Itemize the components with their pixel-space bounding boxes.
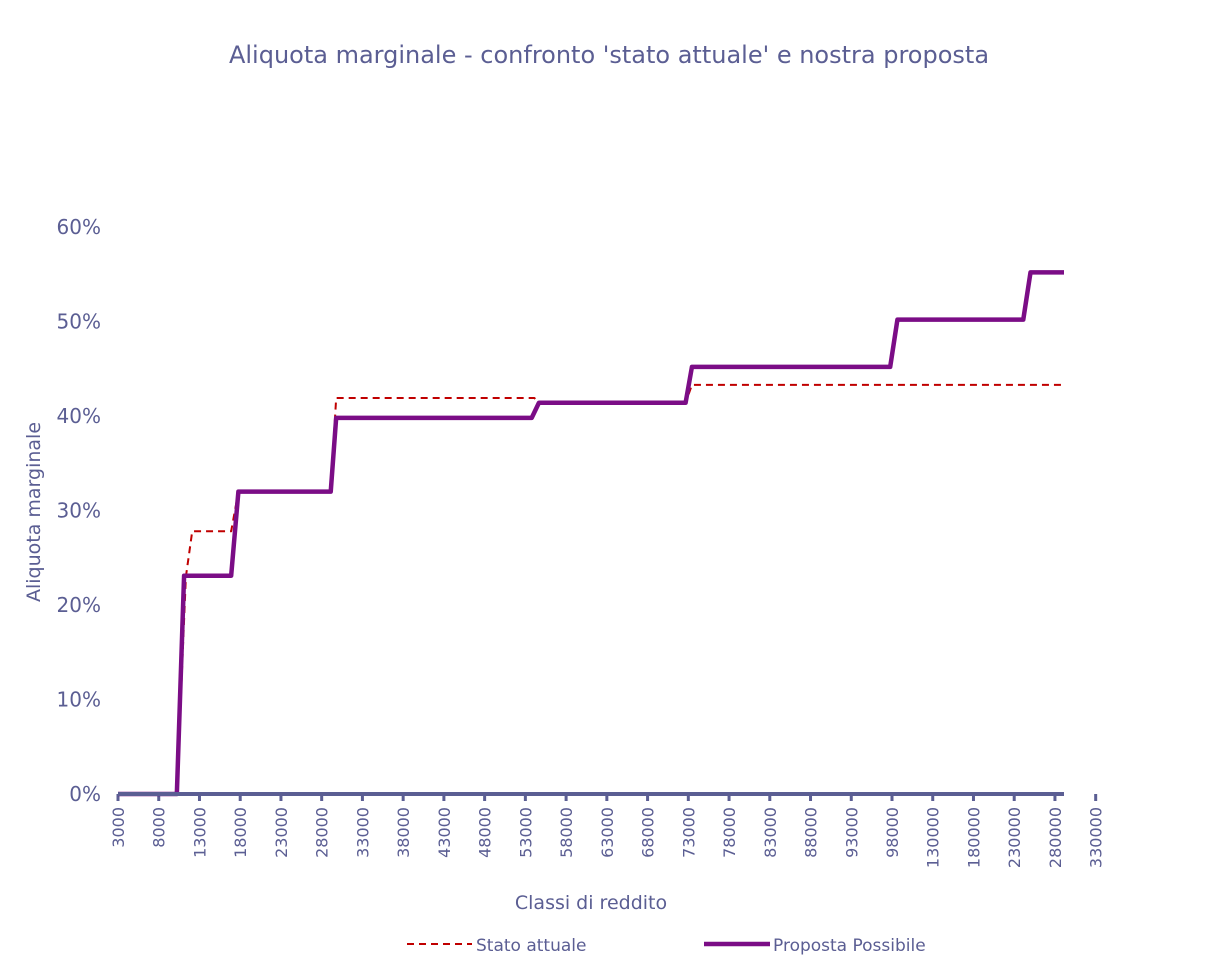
y-tick-label: 60% xyxy=(57,215,101,239)
x-tick-label: 33000 xyxy=(353,807,372,858)
x-axis-ticks: 3000 8000 13000 18000 23000 28000 33000 38000 43… xyxy=(109,794,1106,868)
y-axis-ticks: 0% 10% 20% 30% 40% 50% 60% xyxy=(57,215,101,806)
x-tick-label: 230000 xyxy=(1005,807,1024,868)
x-tick-label: 93000 xyxy=(842,807,861,858)
x-tick-label: 43000 xyxy=(435,807,454,858)
y-tick-label: 30% xyxy=(57,499,101,523)
x-tick-label: 78000 xyxy=(720,807,739,858)
x-tick-label: 38000 xyxy=(394,807,413,858)
y-tick-label: 20% xyxy=(57,593,101,617)
y-tick-label: 0% xyxy=(69,782,101,806)
series-line-proposta-possibile xyxy=(118,270,1064,797)
x-tick-label: 68000 xyxy=(639,807,658,858)
x-tick-label: 73000 xyxy=(679,807,698,858)
x-tick-label: 280000 xyxy=(1046,807,1065,868)
x-tick-label: 83000 xyxy=(761,807,780,858)
x-tick-label: 58000 xyxy=(557,807,576,858)
legend: Stato attuale Proposta Possibile xyxy=(407,936,926,956)
x-tick-label: 48000 xyxy=(476,807,495,858)
x-tick-label: 13000 xyxy=(190,807,209,858)
x-tick-label: 23000 xyxy=(272,807,291,858)
y-tick-label: 50% xyxy=(57,310,101,334)
x-axis-label: Classi di reddito xyxy=(515,892,667,914)
x-tick-label: 88000 xyxy=(802,807,821,858)
x-tick-label: 28000 xyxy=(313,807,332,858)
chart-title: Aliquota marginale - confronto 'stato at… xyxy=(229,41,989,69)
x-tick-label: 330000 xyxy=(1087,807,1106,868)
x-tick-label: 3000 xyxy=(109,807,128,848)
x-tick-label: 18000 xyxy=(231,807,250,858)
x-tick-label: 63000 xyxy=(598,807,617,858)
legend-label-stato-attuale: Stato attuale xyxy=(476,936,586,956)
y-axis-label: Aliquota marginale xyxy=(23,422,45,602)
x-tick-label: 180000 xyxy=(964,807,983,868)
x-tick-label: 130000 xyxy=(924,807,943,868)
x-tick-label: 8000 xyxy=(150,807,169,848)
y-tick-label: 40% xyxy=(57,404,101,428)
series-layer xyxy=(118,270,1064,797)
series-line-stato-attuale xyxy=(118,383,1064,795)
x-tick-label: 98000 xyxy=(883,807,902,858)
y-tick-label: 10% xyxy=(57,688,101,712)
x-tick-label: 53000 xyxy=(516,807,535,858)
legend-label-proposta-possibile: Proposta Possibile xyxy=(773,936,926,956)
